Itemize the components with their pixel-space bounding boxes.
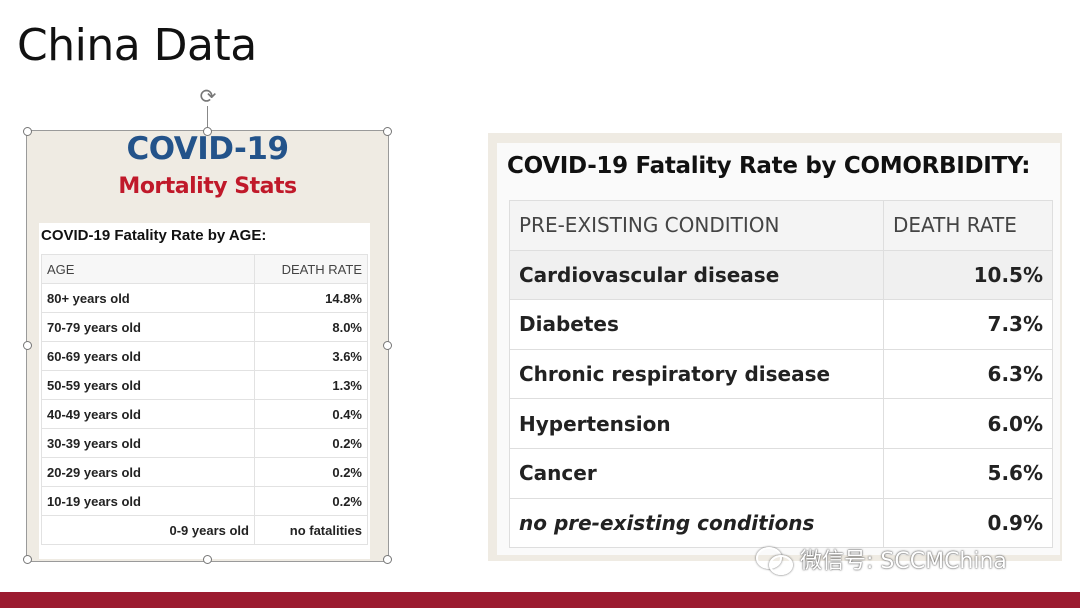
rotate-handle-line: [207, 106, 208, 130]
table-row: 60-69 years old 3.6%: [41, 341, 368, 371]
rate-cell: 0.9%: [883, 497, 1053, 549]
age-table: AGE DEATH RATE 80+ years old 14.8% 70-79 …: [41, 254, 368, 545]
age-cell: 10-19 years old: [41, 486, 255, 516]
rate-cell: 6.0%: [883, 398, 1053, 449]
condition-cell: Cardiovascular disease: [509, 249, 884, 301]
condition-cell: Chronic respiratory disease: [509, 348, 884, 400]
mortality-stats-title: Mortality Stats: [118, 174, 297, 199]
age-cell: 0-9 years old: [41, 515, 255, 545]
age-cell: 80+ years old: [41, 283, 255, 313]
comorbidity-table: PRE-EXISTING CONDITION DEATH RATE Cardio…: [509, 200, 1053, 549]
resize-handle-top[interactable]: [203, 127, 212, 136]
age-cell: 40-49 years old: [41, 399, 255, 429]
table-row: 30-39 years old 0.2%: [41, 428, 368, 458]
age-cell: 30-39 years old: [41, 428, 255, 458]
table-row: 20-29 years old 0.2%: [41, 457, 368, 487]
rate-cell: 5.6%: [883, 447, 1053, 499]
table-row: Cardiovascular disease 10.5%: [509, 249, 1053, 301]
table-row: 40-49 years old 0.4%: [41, 399, 368, 429]
table-row: Hypertension 6.0%: [509, 398, 1053, 449]
table-row: Chronic respiratory disease 6.3%: [509, 348, 1053, 400]
condition-cell: Hypertension: [509, 398, 884, 449]
rate-cell: 0.2%: [254, 457, 368, 487]
table-row: Cancer 5.6%: [509, 447, 1053, 499]
bottom-accent-bar: [0, 592, 1080, 608]
resize-handle-bottom-left[interactable]: [23, 555, 32, 564]
age-column-header: AGE: [41, 254, 255, 284]
age-cell: 50-59 years old: [41, 370, 255, 400]
rate-cell: 6.3%: [883, 348, 1053, 400]
rate-cell: 0.2%: [254, 428, 368, 458]
resize-handle-bottom-right[interactable]: [383, 555, 392, 564]
condition-cell: no pre-existing conditions: [509, 497, 884, 549]
rate-cell: 8.0%: [254, 312, 368, 342]
age-table-card: COVID-19 Fatality Rate by AGE: AGE DEATH…: [39, 223, 370, 559]
wechat-watermark: 微信号: SCCMChina: [754, 542, 1007, 576]
resize-handle-top-left[interactable]: [23, 127, 32, 136]
age-cell: 70-79 years old: [41, 312, 255, 342]
rate-cell: 10.5%: [883, 249, 1053, 301]
wechat-icon: [754, 544, 794, 575]
resize-handle-bottom[interactable]: [203, 555, 212, 564]
table-row: Diabetes 7.3%: [509, 299, 1053, 350]
age-stats-image[interactable]: COVID-19 Mortality Stats COVID-19 Fatali…: [26, 130, 389, 562]
table-row: 50-59 years old 1.3%: [41, 370, 368, 400]
resize-handle-top-right[interactable]: [383, 127, 392, 136]
age-cell: 60-69 years old: [41, 341, 255, 371]
table-row: 70-79 years old 8.0%: [41, 312, 368, 342]
rate-cell: no fatalities: [254, 515, 368, 545]
death-rate-column-header: DEATH RATE: [883, 200, 1053, 251]
comorbidity-card: COVID-19 Fatality Rate by COMORBIDITY: P…: [497, 143, 1060, 555]
rotate-icon[interactable]: ⟳: [199, 86, 217, 108]
rate-cell: 0.4%: [254, 399, 368, 429]
table-row: 80+ years old 14.8%: [41, 283, 368, 313]
watermark-text: 微信号: SCCMChina: [800, 549, 1007, 574]
table-row: 10-19 years old 0.2%: [41, 486, 368, 516]
comorbidity-heading: COVID-19 Fatality Rate by COMORBIDITY:: [507, 153, 1031, 179]
rate-cell: 0.2%: [254, 486, 368, 516]
age-table-heading: COVID-19 Fatality Rate by AGE:: [41, 227, 267, 244]
rate-cell: 1.3%: [254, 370, 368, 400]
resize-handle-left[interactable]: [23, 341, 32, 350]
condition-cell: Diabetes: [509, 299, 884, 350]
death-rate-column-header: DEATH RATE: [254, 254, 368, 284]
table-row: 0-9 years old no fatalities: [41, 515, 368, 545]
rate-cell: 7.3%: [883, 299, 1053, 350]
slide-title: China Data: [17, 20, 257, 71]
age-cell: 20-29 years old: [41, 457, 255, 487]
condition-column-header: PRE-EXISTING CONDITION: [509, 200, 884, 251]
rate-cell: 3.6%: [254, 341, 368, 371]
comorbidity-image[interactable]: COVID-19 Fatality Rate by COMORBIDITY: P…: [488, 133, 1062, 561]
resize-handle-right[interactable]: [383, 341, 392, 350]
covid-title: COVID-19: [126, 131, 289, 167]
rate-cell: 14.8%: [254, 283, 368, 313]
condition-cell: Cancer: [509, 447, 884, 499]
table-row: no pre-existing conditions 0.9%: [509, 497, 1053, 549]
